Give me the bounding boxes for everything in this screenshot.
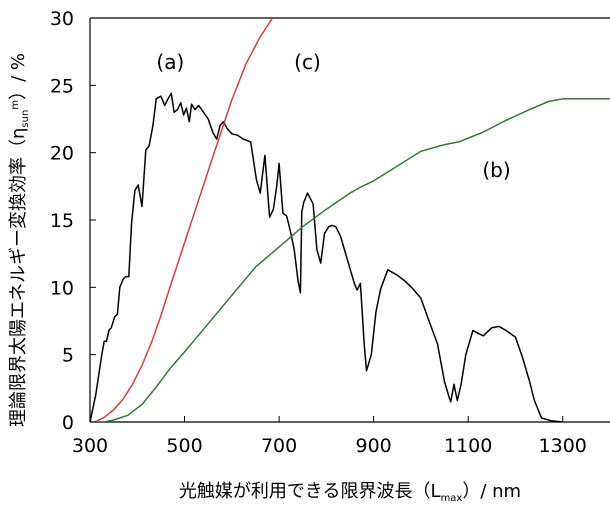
x-tick-label: 900: [356, 435, 392, 457]
y-tick-label: 10: [50, 277, 74, 299]
x-tick-label: 700: [261, 435, 297, 457]
y-tick-label: 5: [62, 345, 74, 367]
series-b-line: [94, 98, 610, 422]
x-tick-label: 1100: [444, 435, 492, 457]
y-tick-label: 0: [62, 412, 74, 434]
series-layer: [90, 18, 610, 422]
y-tick-label: 15: [50, 210, 74, 232]
series-c-line: [94, 18, 274, 422]
x-tick-label: 500: [166, 435, 202, 457]
series-a-line: [90, 92, 563, 422]
axes: [89, 17, 610, 423]
y-tick-label: 25: [50, 75, 74, 97]
x-tick-label: 300: [72, 435, 108, 457]
axis-titles: 光触媒が利用できる限界波長（Lmax）/ nm 理論限界太陽エネルギー変換効率（η…: [8, 53, 521, 504]
annotation-label: (c): [294, 50, 321, 74]
y-tick-label: 30: [50, 8, 74, 30]
annotation-label: (b): [482, 158, 510, 182]
ticks: 0 5 10 15 20 25 30 300 500 700 900 1100 1300: [50, 8, 587, 457]
y-tick-label: 20: [50, 143, 74, 165]
x-tick-label: 1300: [539, 435, 587, 457]
x-axis-title: 光触媒が利用できる限界波長（Lmax）/ nm: [179, 481, 521, 504]
annotation-label: (a): [156, 50, 184, 74]
annotations: (a) (c) (b): [156, 50, 510, 182]
y-axis-title: 理論限界太陽エネルギー変換効率（ηsunm）/ %: [8, 53, 31, 427]
